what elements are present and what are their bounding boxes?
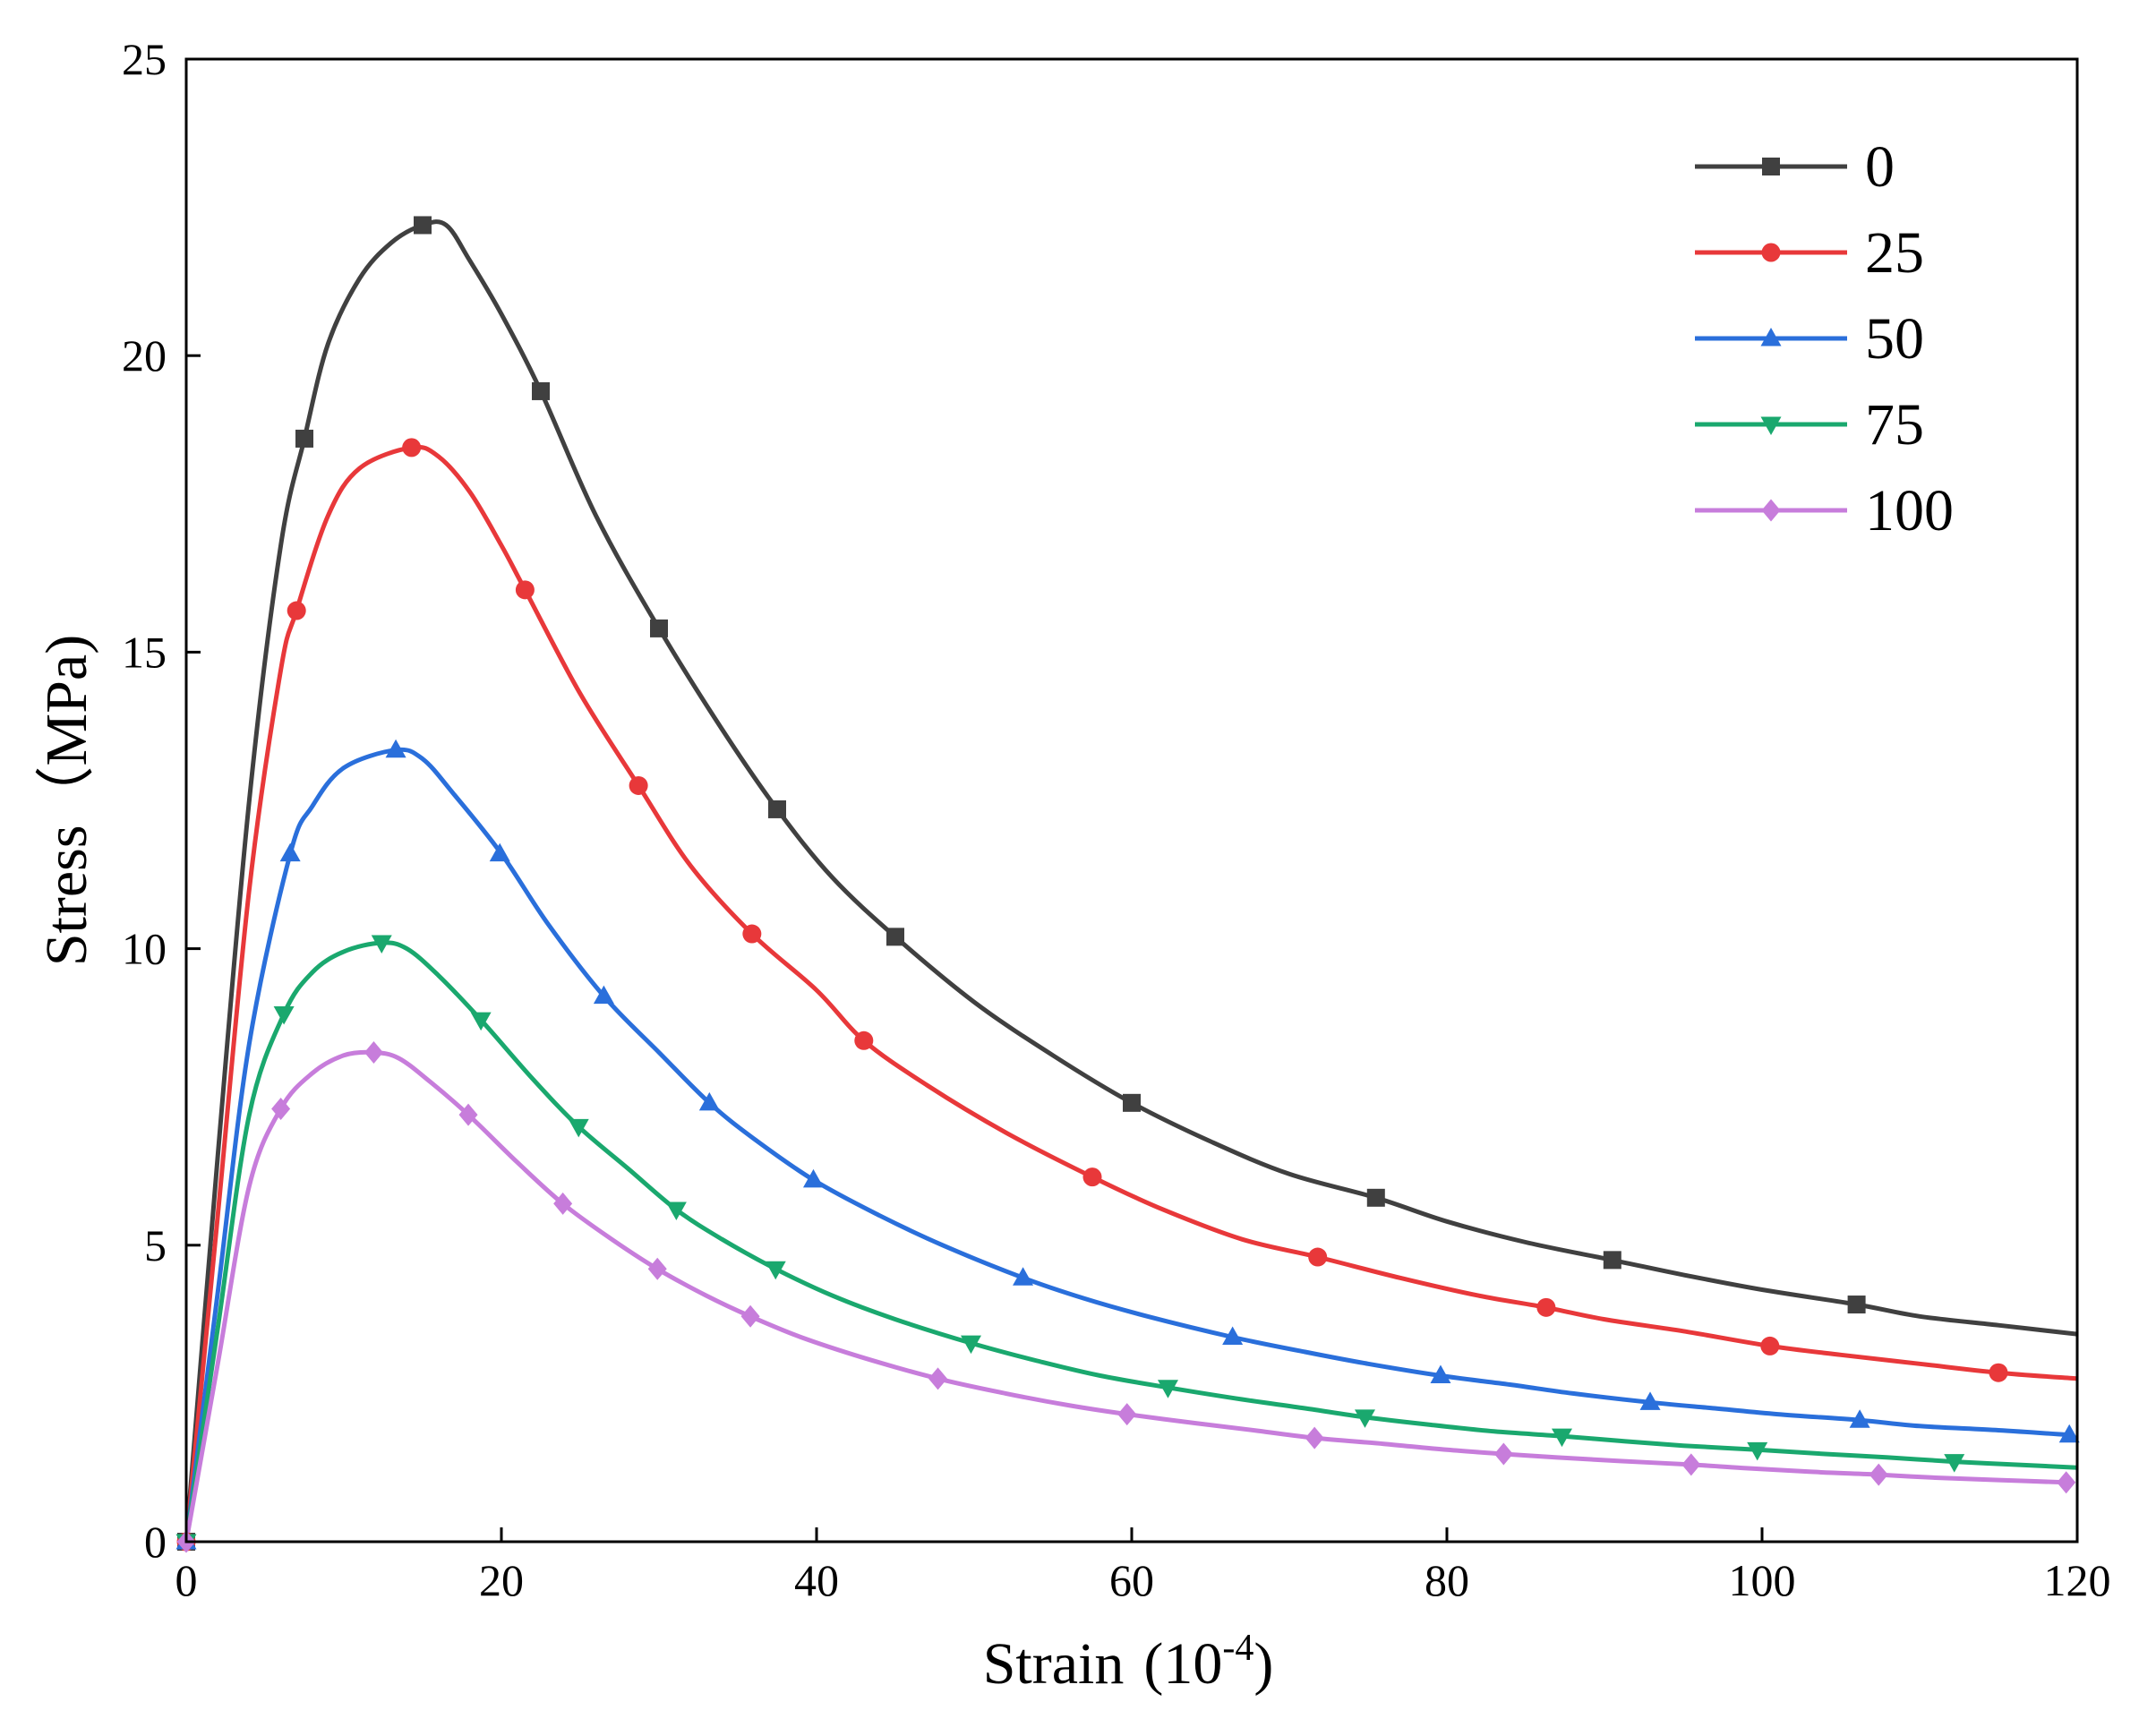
series-marker-50: [279, 842, 301, 862]
series-marker-50: [593, 985, 614, 1005]
series-marker-75: [960, 1335, 981, 1355]
series-line-50: [186, 747, 2072, 1542]
series-marker-25: [287, 601, 306, 620]
legend-label-25: 25: [1865, 220, 1924, 286]
legend-marker-100: [1761, 499, 1781, 522]
series-layer: [186, 219, 2077, 1542]
series-marker-50: [1430, 1364, 1451, 1384]
series-marker-25: [515, 580, 535, 600]
series-marker-0: [1603, 1251, 1621, 1270]
series-marker-50: [489, 842, 510, 862]
series-marker-25: [1082, 1167, 1102, 1187]
series-marker-100: [364, 1041, 383, 1065]
series-marker-100: [2057, 1471, 2076, 1494]
series-marker-100: [740, 1304, 760, 1328]
series-marker-25: [742, 924, 762, 944]
series-marker-75: [371, 935, 392, 954]
y-tick-label: 5: [144, 1220, 167, 1270]
series-marker-25: [1308, 1247, 1328, 1267]
series-marker-100: [928, 1367, 948, 1390]
series-marker-100: [1681, 1453, 1701, 1476]
x-tick-label: 120: [2044, 1555, 2111, 1605]
series-line-75: [186, 940, 2077, 1542]
series-marker-50: [1222, 1326, 1244, 1345]
x-axis-title-unit-close: ): [1253, 1631, 1273, 1697]
series-marker-0: [532, 381, 550, 400]
series-marker-100: [1869, 1463, 1888, 1486]
series-marker-50: [2058, 1424, 2080, 1443]
plot-frame: [184, 57, 2079, 1544]
x-axis-title: Strain (10-4): [983, 1628, 1274, 1697]
series-marker-0: [768, 800, 786, 818]
series-marker-0: [414, 216, 432, 235]
series-line-0: [186, 219, 2077, 1542]
series-marker-75: [1747, 1441, 1768, 1461]
series-marker-75: [470, 1012, 492, 1031]
series-marker-50: [1013, 1267, 1034, 1286]
y-tick-label: 20: [122, 330, 167, 381]
series-marker-75: [1157, 1380, 1178, 1398]
legend-label-100: 100: [1865, 478, 1954, 543]
x-tick-label: 80: [1425, 1555, 1469, 1605]
series-marker-25: [1760, 1336, 1780, 1355]
series-marker-0: [1366, 1188, 1385, 1207]
series-marker-0: [295, 429, 313, 448]
series-marker-50: [385, 739, 406, 758]
series-marker-100: [647, 1257, 667, 1280]
legend: 0 25 50 75 100: [1695, 134, 1954, 543]
x-axis-ticks: 0 20 40 60 80 100 120: [175, 1527, 2111, 1605]
series-marker-50: [1849, 1409, 1870, 1428]
series-marker-25: [402, 438, 422, 458]
series-marker-75: [765, 1261, 786, 1280]
series-marker-75: [1354, 1409, 1375, 1428]
x-axis-title-unit-exponent: -4: [1222, 1628, 1253, 1669]
x-axis-title-unit-open: (10: [1143, 1631, 1222, 1697]
series-marker-50: [802, 1168, 824, 1188]
series-marker-100: [271, 1097, 291, 1120]
series-marker-75: [665, 1202, 687, 1221]
series-marker-0: [1847, 1296, 1866, 1314]
legend-marker-50: [1760, 328, 1782, 346]
x-tick-label: 60: [1109, 1555, 1154, 1605]
series-marker-25: [629, 775, 648, 795]
series-marker-0: [1123, 1093, 1141, 1112]
series-marker-25: [1989, 1363, 2008, 1382]
series-marker-0: [650, 619, 668, 637]
series-line-25: [186, 444, 2077, 1542]
series-marker-100: [1493, 1442, 1513, 1466]
x-axis-title-label: Strain: [983, 1631, 1125, 1697]
x-tick-label: 20: [479, 1555, 524, 1605]
series-marker-100: [1117, 1403, 1137, 1426]
legend-marker-0: [1762, 158, 1780, 175]
series-marker-25: [1536, 1297, 1556, 1317]
legend-label-75: 75: [1865, 392, 1924, 458]
series-marker-25: [854, 1030, 874, 1050]
legend-marker-75: [1760, 416, 1782, 435]
series-marker-100: [458, 1103, 478, 1126]
series-marker-75: [568, 1118, 589, 1138]
y-axis-ticks: 0 5 10 15 20 25: [122, 34, 201, 1567]
series-marker-75: [273, 1005, 295, 1025]
y-axis-title: Stress（MPa): [34, 635, 99, 966]
x-tick-label: 40: [794, 1555, 839, 1605]
y-tick-label: 0: [144, 1517, 167, 1567]
series-marker-75: [1944, 1454, 1965, 1473]
series-marker-75: [1551, 1428, 1572, 1448]
series-marker-100: [1305, 1426, 1324, 1450]
x-tick-label: 0: [175, 1555, 198, 1605]
y-tick-label: 10: [122, 924, 167, 974]
series-marker-50: [698, 1091, 720, 1111]
series-marker-100: [553, 1192, 573, 1215]
legend-label-0: 0: [1865, 134, 1895, 200]
legend-marker-25: [1761, 243, 1781, 262]
y-tick-label: 25: [122, 34, 167, 84]
x-tick-label: 100: [1729, 1555, 1796, 1605]
legend-label-50: 50: [1865, 306, 1924, 372]
marker-layer: [175, 216, 2080, 1553]
y-tick-label: 15: [122, 627, 167, 677]
series-marker-50: [1639, 1391, 1661, 1410]
series-marker-0: [886, 928, 904, 946]
